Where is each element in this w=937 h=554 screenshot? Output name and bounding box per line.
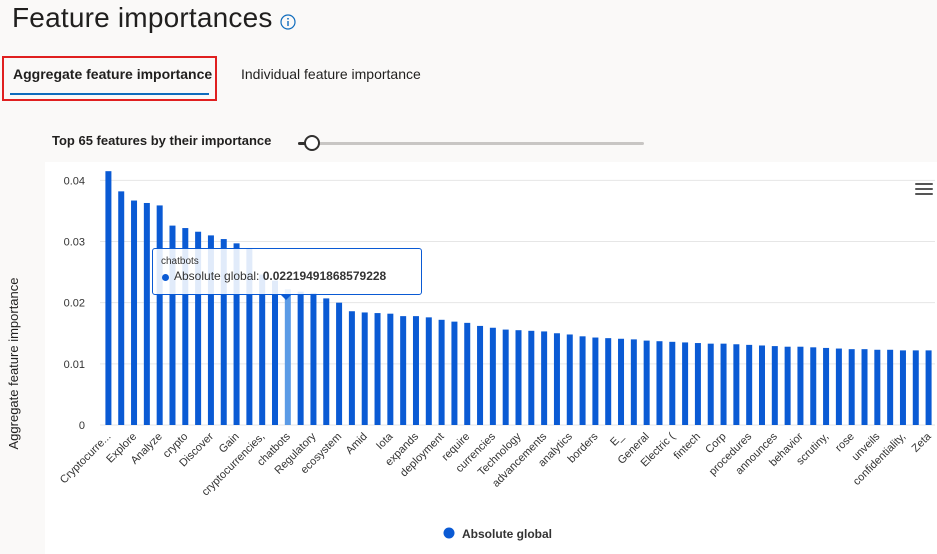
bar[interactable] bbox=[169, 225, 176, 425]
top-features-slider-label: Top 65 features by their importance bbox=[52, 133, 272, 148]
bar[interactable] bbox=[464, 322, 471, 425]
y-tick-label: 0.02 bbox=[64, 298, 85, 310]
tab-aggregate-feature-importance[interactable]: Aggregate feature importance bbox=[13, 66, 213, 82]
bar[interactable] bbox=[874, 349, 881, 425]
bar[interactable] bbox=[118, 191, 125, 425]
tooltip-series-label: Absolute global: bbox=[174, 269, 260, 283]
chart-menu-icon[interactable] bbox=[915, 183, 933, 197]
bar[interactable] bbox=[131, 200, 138, 425]
bar[interactable] bbox=[861, 349, 868, 425]
bar[interactable] bbox=[848, 349, 855, 425]
bar[interactable] bbox=[477, 325, 484, 425]
bar[interactable] bbox=[233, 243, 240, 425]
y-tick-label: 0.03 bbox=[64, 237, 85, 249]
y-axis-title: Aggregate feature importance bbox=[6, 278, 21, 450]
bar[interactable] bbox=[566, 334, 573, 425]
bar[interactable] bbox=[912, 350, 919, 425]
page-title: Feature importances bbox=[12, 2, 273, 33]
tooltip-series-dot bbox=[162, 274, 169, 281]
tooltip-pointer bbox=[280, 294, 292, 300]
bar[interactable] bbox=[579, 336, 586, 425]
bar[interactable] bbox=[733, 344, 740, 425]
highlight-annotation-box bbox=[2, 56, 217, 101]
bar[interactable] bbox=[605, 338, 612, 425]
bar[interactable] bbox=[412, 316, 419, 425]
bar[interactable] bbox=[720, 343, 727, 425]
bar[interactable] bbox=[707, 343, 714, 425]
bar[interactable] bbox=[656, 341, 663, 425]
bar[interactable] bbox=[336, 302, 343, 425]
bar[interactable] bbox=[182, 228, 189, 425]
bar[interactable] bbox=[220, 239, 227, 425]
tooltip-feature-name: chatbots bbox=[161, 256, 199, 267]
bar[interactable] bbox=[156, 205, 163, 425]
tooltip-value-line: Absolute global: 0.02219491868579228 bbox=[174, 269, 386, 283]
bar[interactable] bbox=[348, 311, 355, 425]
bar[interactable] bbox=[425, 317, 432, 425]
x-tick-label: Iota bbox=[374, 430, 396, 452]
tooltip-value: 0.02219491868579228 bbox=[262, 269, 387, 283]
bar[interactable] bbox=[374, 313, 381, 425]
tab-individual-feature-importance[interactable]: Individual feature importance bbox=[241, 66, 421, 82]
x-tick-label: Amid bbox=[344, 431, 370, 457]
bar[interactable] bbox=[618, 338, 625, 425]
bar[interactable] bbox=[823, 347, 830, 425]
bar[interactable] bbox=[259, 274, 266, 425]
bar[interactable] bbox=[784, 346, 791, 425]
bar-tooltip: chatbots Absolute global: 0.022194918685… bbox=[152, 248, 422, 295]
x-tick-label: E_ bbox=[608, 430, 627, 449]
bar[interactable] bbox=[899, 350, 906, 425]
bar[interactable] bbox=[515, 330, 522, 425]
bar[interactable] bbox=[323, 298, 330, 425]
y-tick-label: 0.04 bbox=[64, 175, 85, 187]
bar[interactable] bbox=[451, 321, 458, 425]
bar[interactable] bbox=[400, 316, 407, 425]
y-tick-label: 0 bbox=[79, 420, 85, 432]
bar[interactable] bbox=[810, 347, 817, 425]
bar[interactable] bbox=[669, 341, 676, 425]
bar[interactable] bbox=[246, 248, 253, 425]
bar[interactable] bbox=[272, 280, 279, 425]
top-features-slider-thumb[interactable] bbox=[303, 135, 320, 151]
bar[interactable] bbox=[925, 350, 932, 425]
bar[interactable] bbox=[541, 331, 548, 425]
bar[interactable] bbox=[195, 231, 202, 425]
bar[interactable] bbox=[105, 171, 112, 425]
bar[interactable] bbox=[387, 313, 394, 425]
bar[interactable] bbox=[592, 337, 599, 425]
bar[interactable] bbox=[297, 291, 304, 425]
bar[interactable] bbox=[438, 319, 445, 425]
bar[interactable] bbox=[310, 292, 317, 425]
info-icon[interactable] bbox=[280, 14, 296, 30]
bar[interactable] bbox=[682, 342, 689, 425]
bar[interactable] bbox=[835, 348, 842, 425]
x-tick-label: fintech bbox=[672, 431, 703, 462]
bar[interactable] bbox=[758, 345, 765, 425]
bar[interactable] bbox=[887, 349, 894, 425]
legend-marker[interactable] bbox=[443, 527, 455, 539]
bar[interactable] bbox=[630, 339, 637, 425]
selected-tab-indicator bbox=[10, 93, 209, 95]
bar[interactable] bbox=[284, 289, 291, 425]
bar[interactable] bbox=[502, 329, 509, 425]
legend-label[interactable]: Absolute global bbox=[462, 527, 552, 541]
bar[interactable] bbox=[143, 202, 150, 425]
x-tick-label: Zeta bbox=[910, 430, 935, 455]
bar[interactable] bbox=[771, 346, 778, 425]
bar[interactable] bbox=[643, 340, 650, 425]
bar[interactable] bbox=[797, 346, 804, 425]
bar[interactable] bbox=[361, 312, 368, 425]
bar[interactable] bbox=[489, 327, 496, 425]
bar[interactable] bbox=[207, 235, 214, 425]
bar[interactable] bbox=[553, 333, 560, 425]
bar[interactable] bbox=[746, 344, 753, 425]
top-features-slider-track[interactable] bbox=[298, 142, 644, 145]
bar[interactable] bbox=[528, 330, 535, 425]
bar[interactable] bbox=[694, 343, 701, 425]
y-tick-label: 0.01 bbox=[64, 359, 85, 371]
